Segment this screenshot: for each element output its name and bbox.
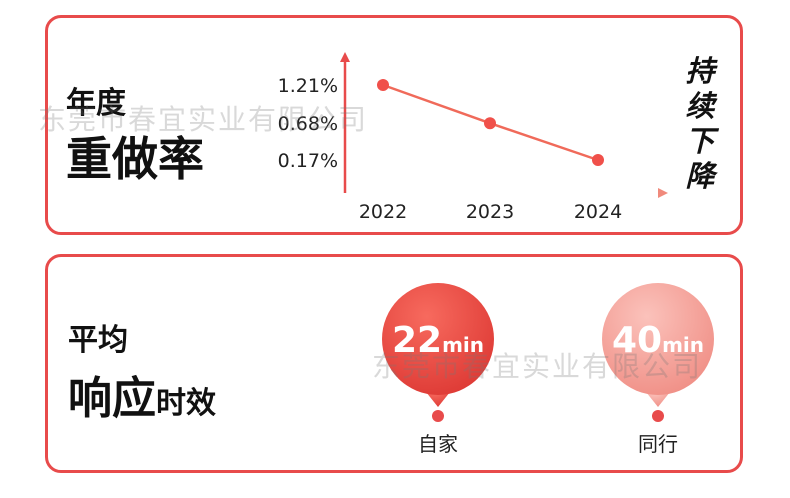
response-title-suffix: 时效 xyxy=(156,386,216,421)
trend-text: 持 续 下 降 xyxy=(680,54,720,194)
repeat-rate-title-small: 年度 xyxy=(66,86,126,121)
response-time-chart: 22min 自家 40min 同行 xyxy=(272,283,720,456)
pin-value: 22min xyxy=(392,320,484,361)
trend-char: 续 xyxy=(685,89,715,123)
response-title-big: 响应 xyxy=(68,373,156,424)
data-point xyxy=(592,154,604,166)
repeat-rate-chart: 1.21% 0.68% 0.17% 2022 2023 2024 xyxy=(278,52,668,223)
pin-bubble xyxy=(382,283,494,395)
trend-char: 下 xyxy=(685,124,715,158)
y-tick-label: 0.68% xyxy=(278,113,338,135)
response-title-small: 平均 xyxy=(68,323,128,358)
x-tick-label: 2022 xyxy=(359,201,407,223)
y-tick-label: 1.21% xyxy=(278,75,338,97)
trend-char: 持 xyxy=(685,54,715,88)
timeline-dot xyxy=(652,410,664,422)
pin-bubble xyxy=(602,283,714,395)
timeline-dot xyxy=(432,410,444,422)
response-pin: 40min xyxy=(602,283,714,407)
pin-value: 40min xyxy=(612,320,704,361)
data-point xyxy=(377,79,389,91)
repeat-rate-card: 年度 重做率 1.21% 0.68% 0.17% 2022 2023 2024 持 续 … xyxy=(45,15,743,235)
repeat-rate-title-big: 重做率 xyxy=(66,132,204,186)
data-point xyxy=(484,117,496,130)
x-tick-label: 2024 xyxy=(574,201,622,223)
response-time-card: 平均 响应时效 22min 自家 40min 同行 xyxy=(45,254,743,473)
x-tick-label: 2023 xyxy=(466,201,514,223)
category-label: 同行 xyxy=(638,432,678,456)
category-label: 自家 xyxy=(418,432,458,456)
response-pin: 22min xyxy=(382,283,494,407)
y-tick-label: 0.17% xyxy=(278,150,338,172)
trend-char: 降 xyxy=(685,159,715,193)
y-axis-arrow xyxy=(340,52,350,62)
x-axis-arrow xyxy=(658,188,668,198)
response-title: 响应时效 xyxy=(68,362,216,426)
